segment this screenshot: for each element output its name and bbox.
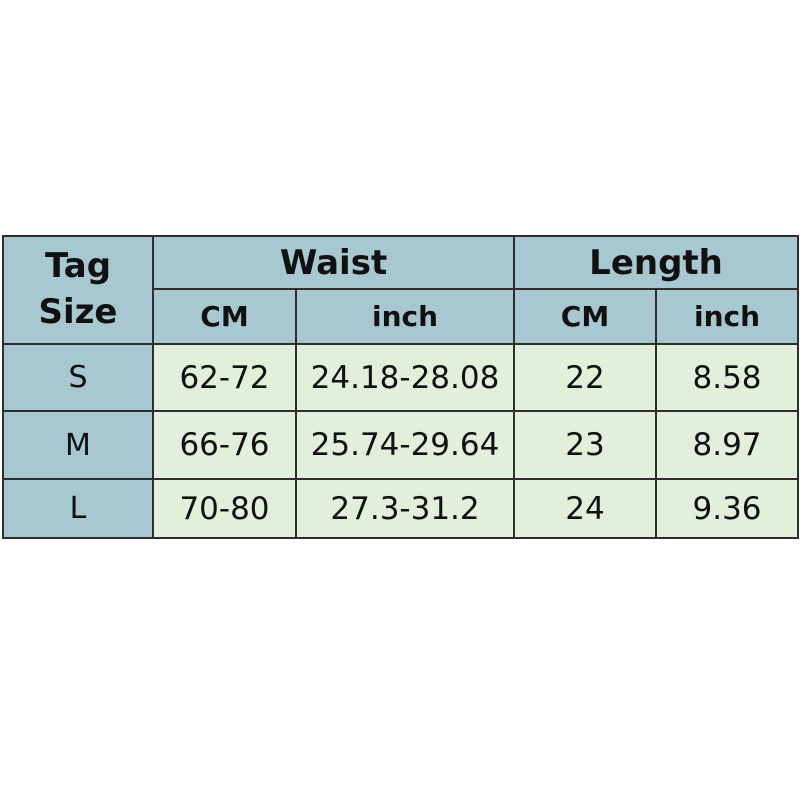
value-cell: 25.74-29.64 [294,410,516,480]
group-header: Waist [151,235,516,290]
value-cell: 70-80 [152,478,297,539]
size-cell: L [2,478,154,539]
size-cell: M [2,410,154,480]
data-row: S 62-72 24.18-28.08 22 8.58 [2,343,800,412]
value-cell: 27.3-31.2 [294,478,516,539]
value-cell: 22 [513,343,658,412]
tag-size-header: Tag Size [2,235,154,345]
data-row: M 66-76 25.74-29.64 23 8.97 [2,410,800,480]
group-header: Length [513,235,800,290]
header-row: Tag Size Waist Length [2,235,800,345]
value-cell: 66-76 [152,410,297,480]
value-cell: 24.18-28.08 [294,343,516,412]
unit-header: inch [294,288,516,345]
value-cell: 23 [513,410,658,480]
unit-header: CM [513,288,658,345]
unit-row: CM inch CM inch [3,288,800,345]
size-cell: S [2,343,154,412]
unit-header: CM [152,288,297,345]
data-row: L 70-80 27.3-31.2 24 9.36 [2,478,800,539]
value-cell: 8.97 [655,410,800,480]
value-cell: 62-72 [152,343,297,412]
header-text: Tag Size [38,246,118,332]
value-cell: 8.58 [655,343,800,412]
value-cell: 24 [513,478,658,539]
value-cell: 9.36 [655,478,800,539]
unit-header: inch [655,288,800,345]
